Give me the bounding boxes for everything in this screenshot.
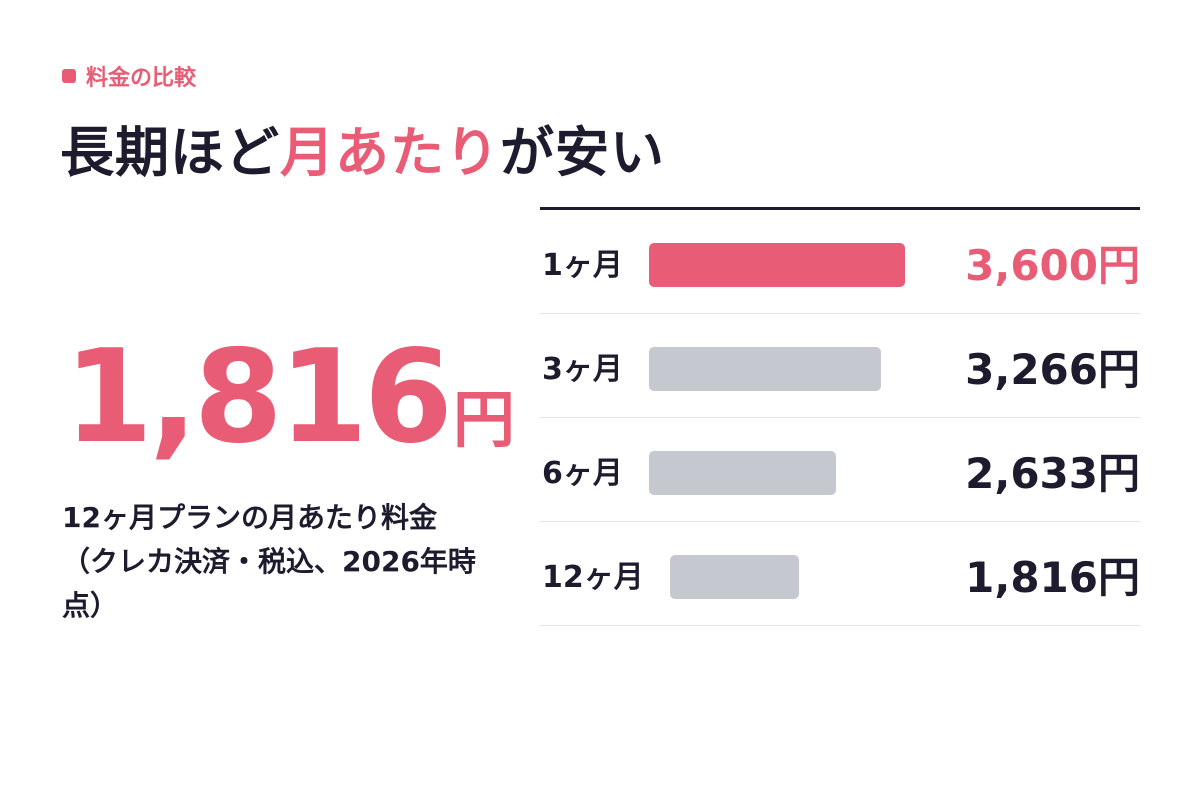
- page-title-after: が安い: [500, 121, 665, 184]
- section-tag: 料金の比較: [62, 60, 196, 92]
- chart-bar: [649, 451, 836, 495]
- section-tag-label: 料金の比較: [86, 66, 197, 91]
- highlight-price-unit: 円: [452, 383, 515, 456]
- page-title-before: 長期ほど: [60, 121, 280, 184]
- price-comparison-chart: 1ヶ月 3,600円 3ヶ月 3,266円 6ヶ月 2,633円 12ヶ月 1,816円: [540, 207, 1140, 627]
- chart-category-label: 3ヶ月: [542, 352, 623, 387]
- chart-value-label: 3,266円: [965, 344, 1140, 394]
- tag-square-icon: [62, 69, 76, 83]
- highlight-price: 1,816 円: [64, 318, 515, 478]
- chart-value-label: 3,600円: [965, 240, 1140, 290]
- chart-row: 12ヶ月 1,816円: [540, 522, 1140, 626]
- chart-row: 1ヶ月 3,600円: [540, 210, 1140, 314]
- chart-row: 6ヶ月 2,633円: [540, 418, 1140, 522]
- chart-value-label: 2,633円: [965, 448, 1140, 498]
- page-title-accent: 月あたり: [280, 121, 500, 184]
- chart-category-label: 6ヶ月: [542, 456, 623, 491]
- chart-top-rule: [540, 207, 1140, 210]
- page-title: 長期ほど月あたりが安い: [60, 108, 665, 187]
- chart-category-label: 1ヶ月: [542, 248, 623, 283]
- highlight-price-value: 1,816: [64, 323, 453, 472]
- chart-bar: [649, 347, 881, 391]
- chart-bar: [649, 243, 905, 287]
- chart-category-label: 12ヶ月: [542, 560, 644, 595]
- chart-row: 3ヶ月 3,266円: [540, 314, 1140, 418]
- highlight-caption: 12ヶ月プランの月あたり料金（クレカ決済・税込、2026年時点）: [62, 501, 476, 622]
- chart-bar: [670, 555, 799, 599]
- chart-value-label: 1,816円: [965, 552, 1140, 602]
